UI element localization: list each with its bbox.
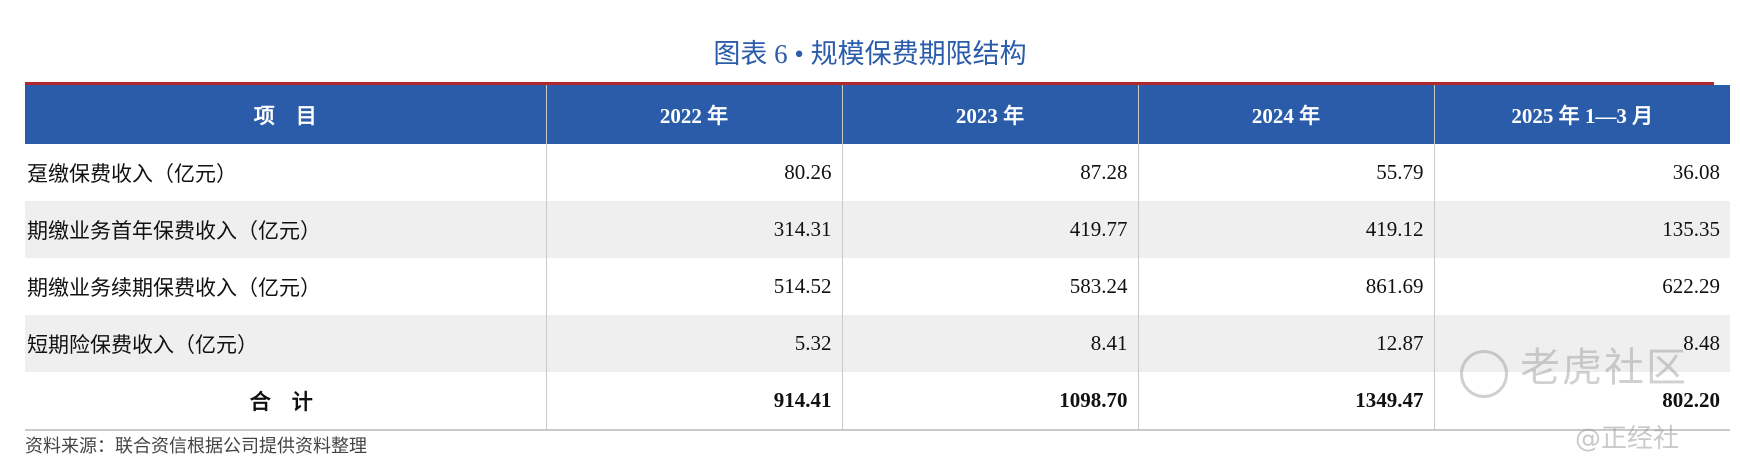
cell: 36.08 xyxy=(1433,144,1730,201)
cell: 314.31 xyxy=(545,201,842,258)
cell: 514.52 xyxy=(545,258,842,315)
header-row: 项 目 2022 年 2023 年 2024 年 2025 年 1—3 月 xyxy=(25,85,1730,144)
row-label: 期缴业务首年保费收入（亿元） xyxy=(25,201,546,258)
cell: 419.12 xyxy=(1137,201,1434,258)
header-2025q1: 2025 年 1—3 月 xyxy=(1433,85,1730,144)
total-cell: 1098.70 xyxy=(841,372,1138,431)
table-row: 期缴业务续期保费收入（亿元） 514.52 583.24 861.69 622.… xyxy=(25,258,1730,315)
premium-term-structure-table: 项 目 2022 年 2023 年 2024 年 2025 年 1—3 月 趸缴… xyxy=(25,85,1730,431)
watermark-main: 老虎社区 xyxy=(1520,345,1688,391)
header-2023: 2023 年 xyxy=(841,85,1138,144)
title-divider xyxy=(25,82,1714,85)
header-2024: 2024 年 xyxy=(1137,85,1434,144)
total-label: 合 计 xyxy=(25,372,546,431)
cell: 419.77 xyxy=(841,201,1138,258)
total-cell: 1349.47 xyxy=(1137,372,1434,431)
table-title: 图表 6 • 规模保费期限结构 xyxy=(713,39,1027,69)
watermark-logo-icon xyxy=(1460,350,1508,398)
cell: 87.28 xyxy=(841,144,1138,201)
table-row: 趸缴保费收入（亿元） 80.26 87.28 55.79 36.08 xyxy=(25,144,1730,201)
cell: 55.79 xyxy=(1137,144,1434,201)
cell: 8.41 xyxy=(841,315,1138,372)
header-item: 项 目 xyxy=(25,85,546,144)
table-row: 期缴业务首年保费收入（亿元） 314.31 419.77 419.12 135.… xyxy=(25,201,1730,258)
cell: 5.32 xyxy=(545,315,842,372)
cell: 80.26 xyxy=(545,144,842,201)
cell: 135.35 xyxy=(1433,201,1730,258)
header-2022: 2022 年 xyxy=(545,85,842,144)
total-row: 合 计 914.41 1098.70 1349.47 802.20 xyxy=(25,372,1730,431)
cell: 861.69 xyxy=(1137,258,1434,315)
row-label: 短期险保费收入（亿元） xyxy=(25,315,546,372)
table-row: 短期险保费收入（亿元） 5.32 8.41 12.87 8.48 xyxy=(25,315,1730,372)
source-note: 资料来源：联合资信根据公司提供资料整理 xyxy=(25,436,367,456)
total-cell: 914.41 xyxy=(545,372,842,431)
cell: 583.24 xyxy=(841,258,1138,315)
cell: 12.87 xyxy=(1137,315,1434,372)
row-label: 期缴业务续期保费收入（亿元） xyxy=(27,275,321,300)
watermark-sub: @正经社 xyxy=(1575,424,1680,454)
row-label: 趸缴保费收入（亿元） xyxy=(27,161,237,186)
cell: 622.29 xyxy=(1433,258,1730,315)
